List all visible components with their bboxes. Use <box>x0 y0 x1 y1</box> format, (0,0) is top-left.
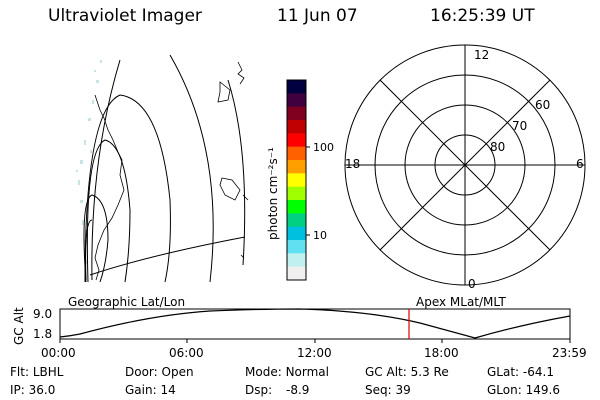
altitude-plot <box>59 308 571 343</box>
altitude-xtick: 00:00 <box>41 346 76 360</box>
polar-lat-60: 60 <box>535 98 550 112</box>
glat-status: GLat: -64.1 <box>487 365 554 379</box>
polar-label-18: 18 <box>345 157 360 171</box>
color-bar-unit: photon cm⁻²s⁻¹ <box>266 147 280 240</box>
geographic-label: Geographic Lat/Lon <box>68 295 185 309</box>
polar-label-6: 6 <box>576 157 584 171</box>
color-bar-tick-10: 10 <box>313 229 327 242</box>
observation-date: 11 Jun 07 <box>277 6 358 26</box>
altitude-curve <box>59 308 571 339</box>
observation-time: 16:25:39 UT <box>430 6 535 26</box>
color-bar-stripe <box>287 120 306 134</box>
seq-status: Seq: 39 <box>365 383 411 397</box>
filter-status: Flt: LBHL <box>10 365 64 379</box>
app-title: Ultraviolet Imager <box>48 6 202 26</box>
mode-status: Mode: Normal <box>245 365 329 379</box>
polar-lat-80: 80 <box>490 140 505 154</box>
altitude-xtick: 12:00 <box>297 346 332 360</box>
altitude-xtick: 06:00 <box>169 346 204 360</box>
altitude-ytick-low: 1.8 <box>33 327 52 341</box>
door-status: Door: Open <box>125 365 194 379</box>
color-bar-stripe <box>287 173 306 188</box>
geographic-map <box>76 54 249 283</box>
color-bar-stripe <box>287 106 306 121</box>
color-bar-stripe <box>287 240 306 254</box>
color-bar-stripe <box>287 93 306 108</box>
color-bar-stripe <box>287 253 306 268</box>
polar-plot <box>344 44 586 286</box>
color-bar <box>287 80 306 281</box>
polar-label-0: 0 <box>468 277 476 291</box>
gain-status: Gain: 14 <box>125 383 176 397</box>
ip-status: IP: 36.0 <box>10 383 56 397</box>
dsp-status: Dsp: -8.9 <box>245 383 310 397</box>
altitude-xtick: 18:00 <box>424 346 459 360</box>
color-bar-stripe <box>287 133 306 148</box>
polar-label-12: 12 <box>474 48 489 62</box>
glon-status: GLon: 149.6 <box>487 383 560 397</box>
color-bar-frame <box>286 79 307 281</box>
color-bar-stripe <box>287 200 306 214</box>
color-bar-stripe <box>287 160 306 174</box>
color-bar-stripe <box>287 213 306 228</box>
apex-label: Apex MLat/MLT <box>416 295 506 309</box>
color-bar-stripe <box>287 226 306 241</box>
polar-lat-70: 70 <box>512 119 527 133</box>
gc-alt-status: GC Alt: 5.3 Re <box>365 365 449 379</box>
altitude-axis-title: GC Alt <box>12 307 26 345</box>
color-bar-stripe <box>287 186 306 201</box>
color-bar-stripe <box>287 80 306 94</box>
color-bar-tick-100: 100 <box>313 141 334 154</box>
color-bar-stripe <box>287 266 306 281</box>
coastline <box>94 61 249 281</box>
altitude-xtick: 23:59 <box>552 346 587 360</box>
altitude-ytick-high: 9.0 <box>33 307 52 321</box>
color-bar-stripe <box>287 146 306 161</box>
